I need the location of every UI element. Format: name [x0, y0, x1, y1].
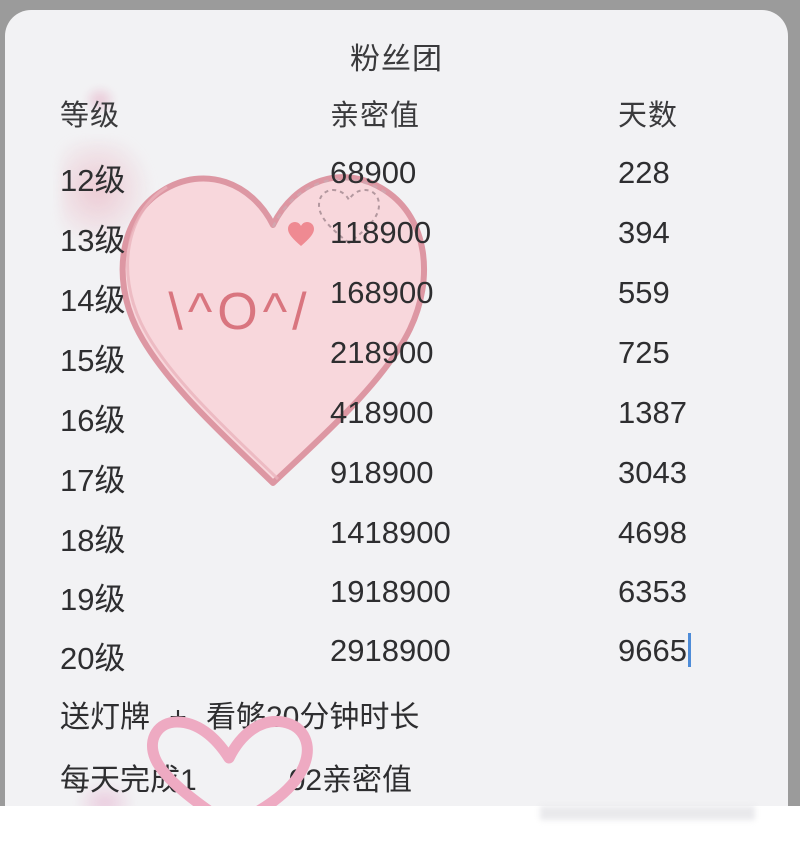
- cell-days: 559: [618, 275, 670, 310]
- cell-days: 725: [618, 335, 670, 370]
- page-title: 粉丝团: [350, 43, 443, 76]
- cell-level: 19级: [60, 582, 126, 617]
- cell-level: 20级: [60, 641, 126, 676]
- cell-intimacy: 2918900: [330, 633, 451, 668]
- cell-intimacy: 1418900: [330, 515, 451, 550]
- column-header-level: 等级: [60, 100, 121, 132]
- cell-days: 228: [618, 155, 670, 190]
- cell-intimacy: 68900: [330, 155, 417, 190]
- cell-days-editable[interactable]: 9665: [618, 633, 691, 669]
- cell-days: 3043: [618, 455, 687, 490]
- text-caret: [687, 633, 691, 667]
- cell-level: 12级: [60, 163, 126, 198]
- table-row: 20级 2918900 9665: [5, 633, 788, 693]
- cell-level: 18级: [60, 523, 126, 558]
- cell-intimacy: 118900: [330, 215, 432, 250]
- cell-days: 9665: [618, 633, 687, 668]
- column-header-intimacy: 亲密值: [330, 100, 421, 132]
- table-row: 18级 1418900 4698: [5, 515, 788, 575]
- cell-intimacy: 168900: [330, 275, 434, 310]
- cell-level: 15级: [60, 343, 126, 378]
- table-row: 19级 1918900 6353: [5, 574, 788, 634]
- cell-level: 13级: [60, 223, 126, 258]
- table-row: 14级 168900 559: [5, 275, 788, 335]
- footer-line-1: 送灯牌 + 看够20分钟时长: [60, 692, 419, 736]
- cell-days: 4698: [618, 515, 687, 550]
- footer-line1-part1: 送灯牌: [60, 701, 150, 734]
- table-row: 15级 218900 725: [5, 335, 788, 395]
- cell-intimacy: 418900: [330, 395, 434, 430]
- table-header-row: 等级 亲密值 天数: [5, 92, 788, 152]
- cell-level: 14级: [60, 283, 126, 318]
- band-smudge: [540, 806, 755, 820]
- level-table: 等级 亲密值 天数 12级 68900 228 13级 118900 394 1…: [5, 10, 788, 810]
- table-row: 13级 118900 394: [5, 215, 788, 275]
- table-row: 16级 418900 1387: [5, 395, 788, 455]
- footer-line2-part2: 02亲密值: [288, 764, 413, 797]
- fan-club-card: \^O^/ 粉丝团 等级 亲密值 天数 12级 68900 228: [5, 10, 788, 810]
- cell-days: 6353: [618, 574, 687, 609]
- cell-days: 1387: [618, 395, 687, 430]
- cell-level: 17级: [60, 463, 126, 498]
- cell-level: 16级: [60, 403, 126, 438]
- column-header-days: 天数: [618, 100, 679, 132]
- plus-sign: +: [169, 701, 187, 734]
- cell-intimacy: 918900: [330, 455, 434, 490]
- footer-line1-part2: 看够20分钟时长: [206, 701, 420, 734]
- cell-intimacy: 218900: [330, 335, 434, 370]
- footer-line2-part1: 每天完成1: [60, 764, 197, 797]
- table-row: 12级 68900 228: [5, 155, 788, 215]
- cell-intimacy: 1918900: [330, 574, 451, 609]
- cell-days: 394: [618, 215, 670, 250]
- footer-line-2: 每天完成1 02亲密值: [60, 755, 412, 799]
- table-row: 17级 918900 3043: [5, 455, 788, 515]
